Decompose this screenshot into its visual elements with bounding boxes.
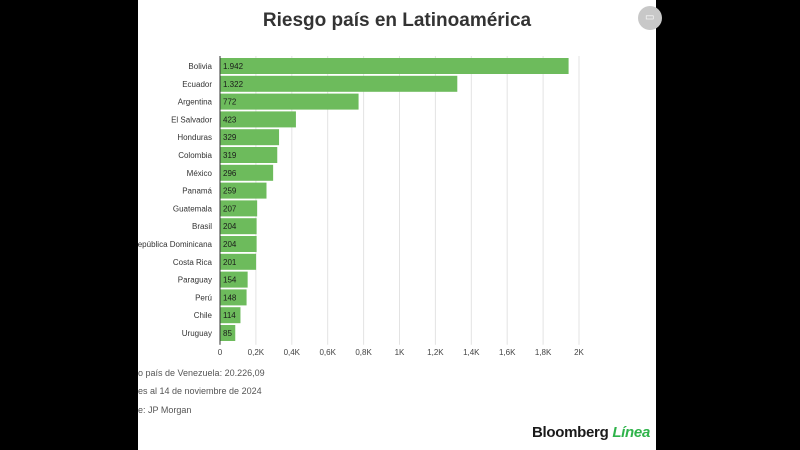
x-tick-label: 2K [574, 348, 584, 357]
value-label: 329 [223, 133, 237, 142]
category-label: Argentina [178, 98, 213, 107]
x-tick-label: 0,6K [319, 348, 336, 357]
brand-accent: Línea [612, 424, 650, 441]
bar [220, 325, 236, 341]
value-label: 423 [223, 115, 237, 124]
bar [220, 218, 257, 235]
bar-chart: 0 0,2K 0,4K 0,6K 0,8K 1K 1,2K 1,4K 1,6K 1,8K 2K Bol… [138, 56, 585, 357]
bar [220, 164, 274, 181]
bar [220, 200, 258, 217]
value-label: 259 [223, 187, 237, 196]
value-label: 296 [223, 169, 237, 178]
bar [220, 147, 278, 163]
category-label: Ecuador [182, 80, 212, 89]
category-label: Chile [194, 311, 213, 320]
value-label: 319 [223, 151, 237, 160]
bar [220, 58, 569, 74]
category-label: Costa Rica [173, 258, 213, 267]
value-label: 204 [223, 240, 237, 249]
x-tick-label: 1,4K [463, 348, 480, 357]
x-tick-label: 1K [395, 348, 405, 357]
category-label: República Dominicana [138, 240, 213, 249]
bloomberg-linea-logo: Bloomberg Línea [532, 424, 650, 441]
category-label: Brasil [192, 222, 212, 231]
x-tick-label: 1,8K [535, 348, 552, 357]
x-tick-label: 0 [218, 348, 223, 357]
bar [220, 271, 248, 288]
value-label: 114 [223, 311, 236, 320]
value-label: 85 [223, 329, 232, 338]
category-label: Paraguay [178, 276, 212, 285]
value-label: 201 [223, 258, 237, 267]
venezuela-note: o país de Venezuela: 20.226,09 [138, 368, 265, 378]
x-tick-label: 0,2K [248, 348, 265, 357]
value-label: 1.942 [223, 62, 244, 71]
source-note: e: JP Morgan [138, 405, 192, 415]
bar [220, 182, 267, 199]
bar [220, 93, 359, 110]
value-label: 1.322 [223, 80, 244, 89]
x-tick-label: 1,6K [499, 348, 516, 357]
bar [220, 307, 241, 324]
x-tick-label: 1,2K [427, 348, 444, 357]
category-label: El Salvador [171, 115, 212, 124]
value-label: 772 [223, 98, 237, 107]
category-label: México [187, 169, 213, 178]
x-tick-label: 0,4K [284, 348, 301, 357]
category-label: Colombia [178, 151, 212, 160]
value-label: 154 [223, 276, 237, 285]
value-label: 148 [223, 293, 237, 302]
brand-main: Bloomberg [531, 424, 609, 441]
bar [220, 75, 458, 92]
bar [220, 111, 296, 128]
category-label: Panamá [182, 187, 212, 196]
screen-icon[interactable]: ▭ [638, 6, 662, 30]
x-tick-label: 0,8K [355, 348, 372, 357]
value-label: 204 [223, 222, 237, 231]
bar [220, 129, 280, 146]
category-label: Uruguay [182, 329, 212, 338]
value-label: 207 [223, 204, 237, 213]
category-label: Guatemala [173, 204, 213, 213]
category-label: Honduras [177, 133, 212, 142]
bar [220, 289, 247, 306]
bar [220, 253, 257, 270]
category-label: Bolivia [188, 62, 212, 71]
category-label: Perú [195, 293, 212, 302]
date-note: es al 14 de noviembre de 2024 [138, 386, 262, 396]
bar [220, 236, 257, 252]
chart-title: Riesgo país en Latinoamérica [262, 10, 532, 31]
chart-panel: Riesgo país en Latinoamérica 0 0,2K 0,4K 0,… [138, 0, 656, 450]
